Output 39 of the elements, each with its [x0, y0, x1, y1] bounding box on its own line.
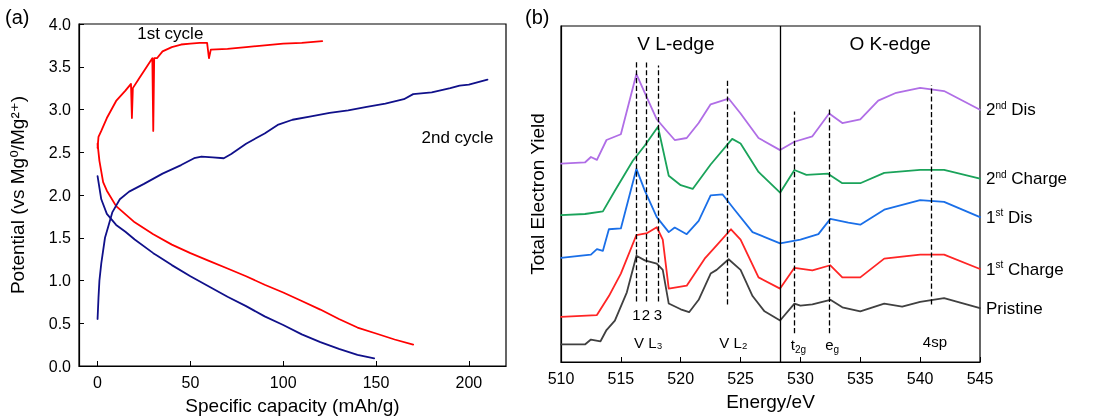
y-tick-label: 2.0 — [48, 186, 72, 204]
y-tick-label: 3.0 — [48, 101, 72, 118]
text: V L-edge — [637, 32, 715, 54]
x-tick-label: 0 — [93, 373, 103, 391]
y-tick-label: 0.0 — [48, 357, 72, 375]
y-tick-label: 2.5 — [48, 143, 72, 161]
x-tick-label: 150 — [362, 373, 390, 391]
y-tick-label: 0.5 — [48, 314, 72, 332]
series-label: Pristine — [986, 298, 1043, 318]
text: O K-edge — [849, 32, 931, 54]
x-axis-title: Specific capacity (mAh/g) — [185, 395, 400, 416]
x-axis-title: Energy/eV — [726, 391, 816, 412]
chart-title: (a) — [5, 6, 30, 28]
x-tick-label: 545 — [966, 369, 994, 387]
y-tick-label: 3.5 — [48, 58, 72, 76]
series-label: 1st cycle — [137, 23, 204, 43]
annotation: 1 — [632, 305, 641, 323]
x-tick-label: 535 — [846, 369, 874, 387]
x-tick-label: 100 — [269, 373, 297, 391]
y-tick-label: 1.0 — [48, 272, 72, 289]
y-tick-label: 1.5 — [48, 229, 72, 247]
x-tick-label: 525 — [727, 369, 755, 387]
ref-line-label: 4sp — [922, 333, 948, 351]
annotation: 2 — [641, 305, 651, 323]
x-tick-label: 50 — [181, 373, 200, 391]
series-label: 2nd cycle — [421, 128, 494, 148]
ref-line-label: V L₂ — [719, 333, 748, 351]
annotation: V L₃ — [634, 333, 663, 351]
x-tick-label: 200 — [455, 373, 483, 391]
x-tick-label: 520 — [667, 369, 695, 387]
y-tick-label: 4.0 — [48, 15, 72, 33]
y-axis-title: Potential (vs Mg⁰/Mg²⁺) — [7, 95, 28, 295]
x-tick-label: 530 — [787, 369, 814, 387]
x-tick-label: 510 — [547, 369, 575, 387]
x-tick-label: 540 — [906, 369, 934, 387]
annotation: 3 — [653, 305, 663, 323]
chart-title: (b) — [525, 6, 550, 28]
y-axis-title: Total Electron Yield — [527, 113, 548, 275]
x-tick-label: 515 — [607, 369, 635, 387]
